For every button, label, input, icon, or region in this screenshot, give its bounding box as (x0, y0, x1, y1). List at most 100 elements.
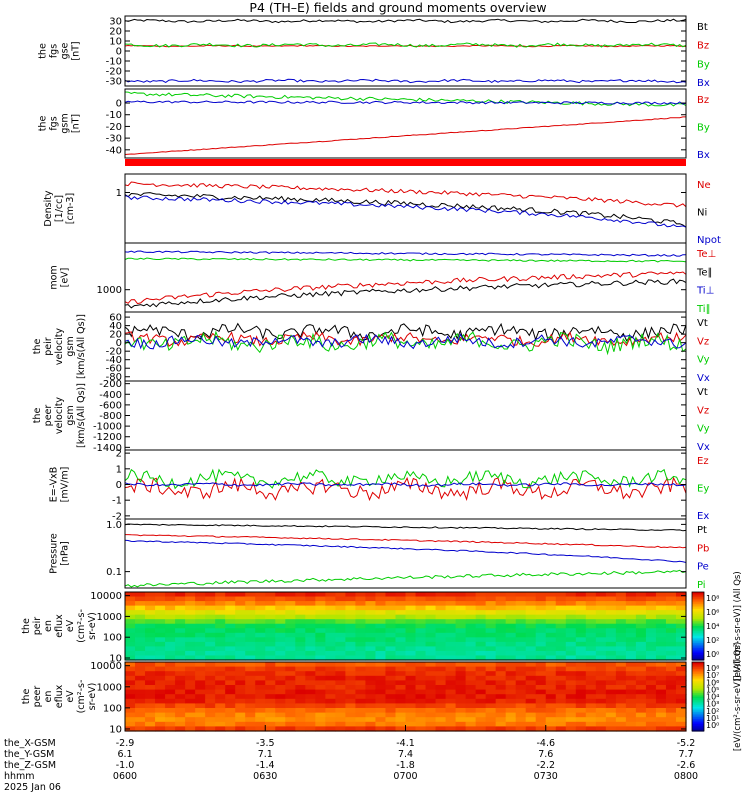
ylabel-line: eV (65, 619, 76, 632)
spectrogram-cell (545, 689, 557, 695)
spectrogram-cell (515, 721, 527, 727)
spectrogram-cell (245, 662, 256, 668)
spectrogram-cell (485, 685, 497, 691)
spectrogram-cell (665, 694, 677, 700)
spectrogram-cell (185, 650, 196, 657)
ylabel-line: peer (32, 686, 43, 708)
series-line-3 (124, 569, 687, 588)
spectrogram-cell (235, 610, 246, 616)
spectrogram-cell (555, 632, 567, 638)
spectrogram-cell (455, 721, 467, 727)
spectrogram-cell (525, 694, 537, 700)
spectrogram-cell (375, 632, 387, 638)
spectrogram-cell (205, 650, 216, 657)
spectrogram-cell (575, 671, 587, 677)
ytick-label: -20 (106, 122, 122, 133)
colorbar-step (692, 708, 704, 711)
spectrogram-cell (485, 601, 497, 607)
spectrogram-cell (205, 675, 216, 681)
spectrogram-cell (405, 596, 417, 602)
spectrogram-cell (315, 592, 326, 598)
spectrogram-cell (595, 666, 607, 672)
spectrogram-cell (445, 694, 457, 700)
colorbar-step (692, 717, 704, 720)
spectrogram-cell (165, 671, 176, 677)
spectrogram-cell (385, 666, 397, 672)
spectrogram-cell (565, 685, 577, 691)
spectrogram-cell (625, 596, 637, 602)
spectrogram-cell (625, 619, 637, 625)
spectrogram-cell (665, 717, 677, 723)
spectrogram-cell (675, 610, 687, 616)
spectrogram-cell (145, 610, 156, 616)
spectrogram-cell (515, 614, 527, 620)
spectrogram-cell (495, 596, 507, 602)
spectrogram-cell (215, 614, 226, 620)
spectrogram-cell (545, 666, 557, 672)
ylabel-line: the (21, 689, 32, 705)
spectrogram-cell (155, 641, 166, 647)
spectrogram-cell (535, 721, 547, 727)
ytick-label: -30 (106, 77, 122, 88)
colorbar-step (692, 682, 704, 686)
spectrogram-cell (665, 641, 677, 647)
spectrogram-cell (645, 632, 657, 638)
spectrogram-cell (225, 685, 236, 691)
spectrogram-cell (285, 628, 296, 634)
panel-frame (124, 88, 687, 159)
spectrogram-cell (275, 662, 286, 668)
spectrogram-cell (545, 646, 557, 652)
ytick-label: -10 (106, 57, 122, 68)
panel-frame (124, 591, 687, 661)
spectrogram-cell (535, 623, 547, 629)
spectrogram-cell (575, 694, 587, 700)
spectrogram-cell (505, 675, 517, 681)
spectrogram-cell (415, 721, 427, 727)
spectrogram-cell (565, 619, 577, 625)
spectrogram-cell (385, 641, 397, 647)
ylabel-line: [1/cc] (54, 195, 65, 222)
ylabel-line: sr-eV) (87, 683, 98, 711)
spectrogram-cell (575, 712, 587, 718)
spectrogram-cell (625, 662, 637, 668)
spectrogram-cell (255, 601, 266, 607)
spectrogram-cell (325, 708, 336, 714)
spectrogram-cell (485, 726, 497, 732)
spectrogram-cell (185, 671, 196, 677)
spectrogram-cell (445, 666, 457, 672)
spectrogram-cell (235, 703, 246, 709)
spectrogram-cell (225, 655, 236, 661)
spectrogram-cell (435, 605, 447, 611)
spectrogram-cell (185, 596, 196, 602)
spectrogram-cell (675, 662, 687, 668)
spectrogram-cell (295, 601, 306, 607)
spectrogram-cell (585, 689, 597, 695)
spectrogram-cell (355, 601, 367, 607)
spectrogram-cell (365, 712, 377, 718)
spectrogram-cell (525, 614, 537, 620)
spectrogram-cell (225, 671, 236, 677)
spectrogram-cell (515, 698, 527, 704)
spectrogram-cell (125, 726, 136, 732)
spectrogram-cell (485, 628, 497, 634)
spectrogram-cell (395, 592, 407, 598)
spectrogram-cell (455, 689, 467, 695)
spectrogram-cell (235, 680, 246, 686)
colorbar-step (692, 693, 704, 696)
spectrogram-cell (205, 712, 216, 718)
spectrogram-cell (475, 703, 487, 709)
colorbar-tick-label: 10⁶ (706, 608, 719, 617)
spectrogram-cell (335, 708, 346, 714)
legend-label: Ti⊥ (696, 286, 714, 297)
spectrogram-cell (205, 610, 216, 616)
spectrogram-cell (495, 601, 507, 607)
spectrogram-cell (555, 637, 567, 643)
spectrogram-cell (185, 637, 196, 643)
spectrogram-cell (355, 694, 367, 700)
spectrogram-cell (645, 671, 657, 677)
ytick-label: -1000 (93, 422, 122, 433)
legend-label: Vt (697, 387, 708, 398)
spectrogram-cell (465, 641, 477, 647)
spectrogram-cell (395, 605, 407, 611)
spectrogram-cell (335, 675, 346, 681)
